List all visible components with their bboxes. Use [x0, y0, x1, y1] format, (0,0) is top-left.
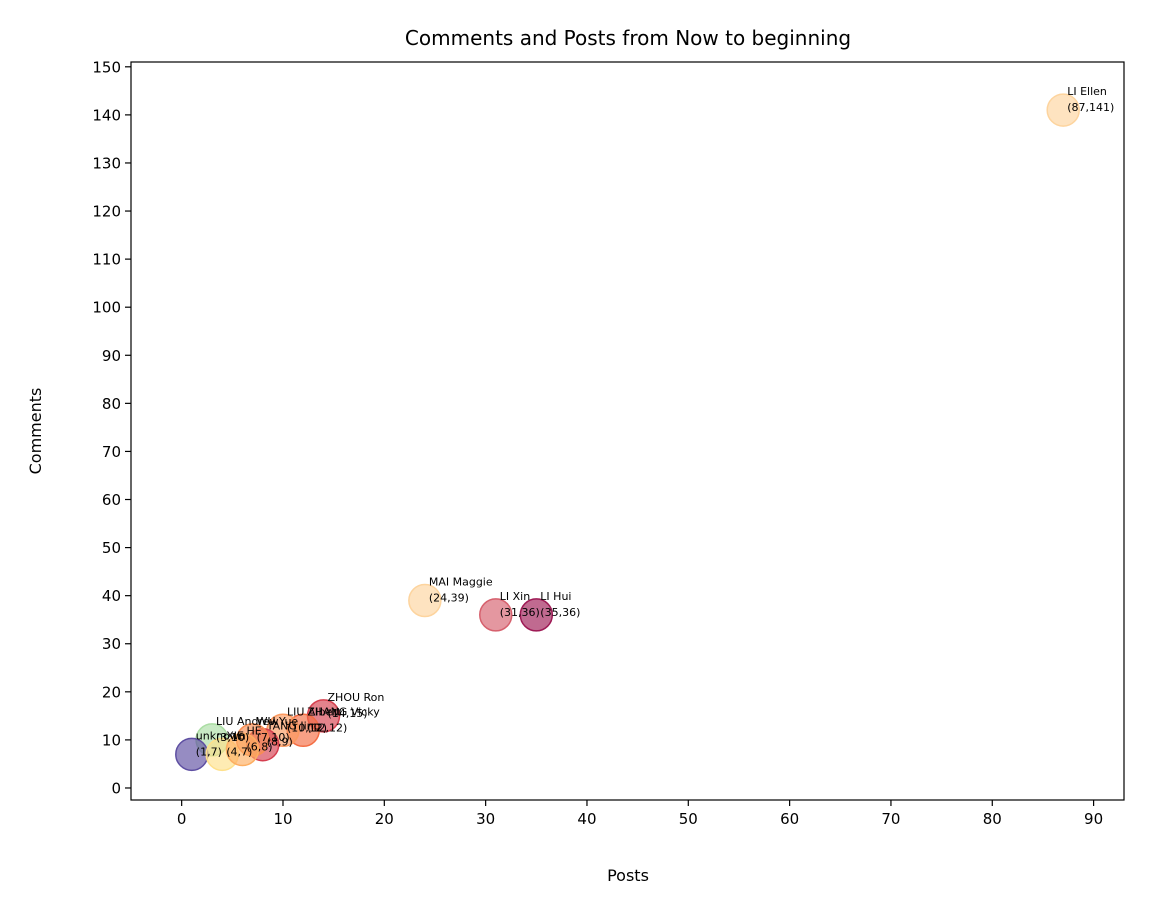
y-tick-label: 120	[92, 203, 121, 221]
y-tick-label: 20	[102, 683, 121, 701]
point-value-label: (3,10)	[216, 731, 249, 744]
plot-area: LI Ellen (87,141) MAI Maggie (24,39) LI Xin (…	[130, 61, 1125, 801]
x-axis-label: Posts	[607, 866, 649, 885]
x-tick-label: 20	[375, 810, 394, 828]
x-axis: 0 10 20 30 40 50 60 70 80 90	[177, 800, 1103, 828]
point-value-label: (14,15)	[328, 707, 368, 720]
point-name-label: WU Yue	[257, 715, 299, 728]
x-tick-label: 90	[1084, 810, 1103, 828]
y-tick-label: 10	[102, 731, 121, 749]
x-tick-label: 50	[679, 810, 698, 828]
y-tick-label: 50	[102, 539, 121, 557]
point-value-label: (10,12)	[287, 721, 327, 734]
point-value-label: (6,8)	[246, 741, 272, 754]
scatter-point	[519, 598, 554, 632]
y-tick-label: 90	[102, 347, 121, 365]
scatter-point	[1046, 93, 1080, 127]
point-value-label: (12,12)	[307, 721, 347, 734]
point-name-label: unknown	[196, 729, 246, 742]
point-value-label: (35,36)	[540, 606, 580, 619]
point-value-label: (87,141)	[1067, 101, 1114, 114]
scatter-point	[408, 583, 442, 618]
y-tick-label: 140	[92, 106, 121, 124]
x-tick-label: 0	[177, 810, 187, 828]
y-tick-label: 130	[92, 154, 121, 172]
y-tick-label: 60	[102, 491, 121, 509]
scatter-point	[479, 598, 513, 632]
point-value-label: (8,9)	[267, 736, 293, 749]
point-name-label: LI Xin	[500, 590, 530, 603]
x-tick-label: 80	[983, 810, 1002, 828]
point-name-label: LIU Andrew	[216, 715, 278, 728]
point-value-label: (1,7)	[196, 745, 222, 758]
scatter-point	[225, 732, 260, 767]
point-labels-layer: LI Ellen (87,141) MAI Maggie (24,39) LI Xin (…	[196, 85, 1114, 758]
y-tick-label: 80	[102, 395, 121, 413]
plot-frame	[130, 61, 1125, 801]
point-value-label: (4,7)	[226, 745, 252, 758]
point-name-label: ZHOU Ron	[328, 691, 385, 704]
y-tick-label: 100	[92, 299, 121, 317]
point-name-label: XIE	[226, 729, 244, 742]
point-name-label: LI Hui	[540, 590, 571, 603]
point-name-label: MAI Maggie	[429, 575, 493, 588]
x-tick-label: 30	[476, 810, 495, 828]
point-name-label: TANG Jing	[266, 720, 321, 733]
y-tick-label: 150	[92, 58, 121, 76]
x-tick-label: 70	[881, 810, 900, 828]
x-tick-label: 60	[780, 810, 799, 828]
y-axis: 0 10 20 30 40 50 60 70 80 90 100 110 120 130 140 150	[92, 58, 131, 797]
y-tick-label: 70	[102, 443, 121, 461]
point-name-label: LI Ellen	[1067, 85, 1107, 98]
chart-title: Comments and Posts from Now to beginning	[405, 26, 851, 50]
point-value-label: (31,36)	[500, 606, 540, 619]
point-name-label: ZHANG Vicky	[307, 705, 380, 718]
point-name-label: LIU Albert	[287, 705, 342, 718]
y-axis-label: Comments	[26, 388, 45, 475]
y-tick-label: 0	[111, 779, 121, 797]
x-tick-label: 10	[273, 810, 292, 828]
points-layer	[175, 93, 1080, 772]
point-value-label: (7,10)	[257, 731, 290, 744]
y-tick-label: 30	[102, 635, 121, 653]
x-tick-label: 40	[577, 810, 596, 828]
point-value-label: (24,39)	[429, 591, 469, 604]
y-tick-label: 40	[102, 587, 121, 605]
point-name-label: HE	[246, 725, 261, 738]
y-tick-label: 110	[92, 251, 121, 269]
